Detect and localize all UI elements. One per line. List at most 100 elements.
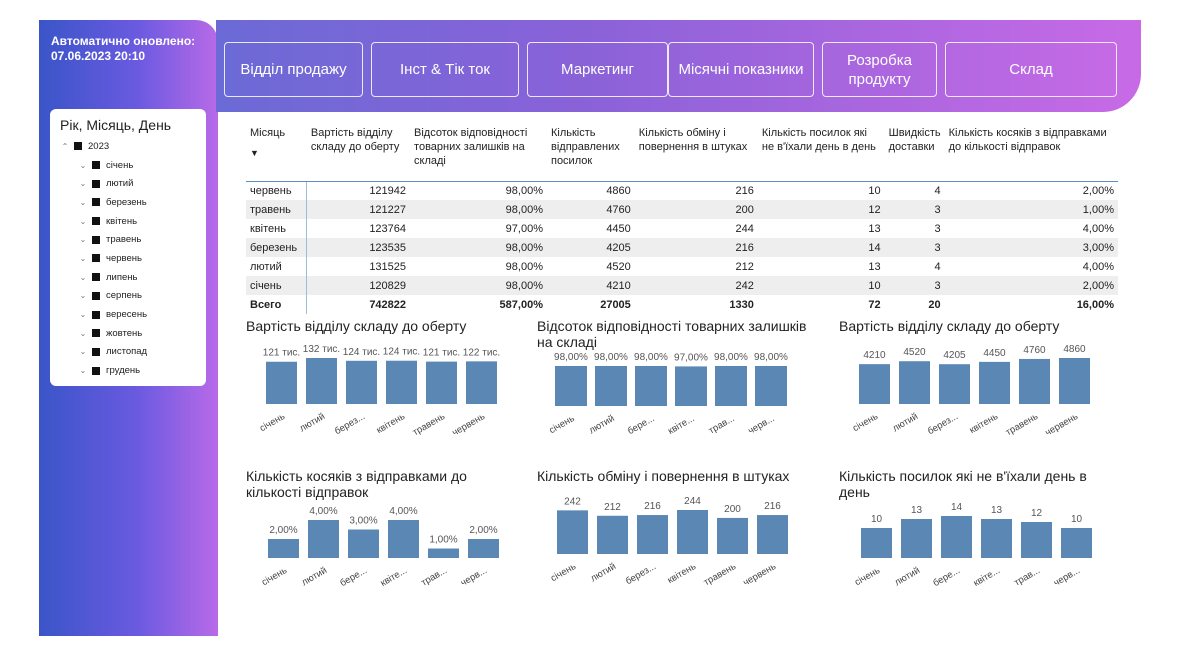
checkbox-month[interactable] [92, 366, 100, 375]
checkbox-month[interactable] [92, 329, 100, 338]
bar-1[interactable] [901, 519, 932, 558]
bar-3[interactable] [979, 361, 1010, 404]
tab-inst-tiktok[interactable]: Інст & Тік ток [371, 42, 519, 97]
bar-1[interactable] [308, 520, 339, 558]
table-row[interactable]: квітень 123764 97,00% 4450 244 13 3 4,00% [246, 219, 1118, 238]
table-row[interactable]: травень 121227 98,00% 4760 200 12 3 1,00% [246, 200, 1118, 219]
chevron-down-icon[interactable]: ⌄ [79, 235, 87, 245]
checkbox-month[interactable] [92, 310, 100, 319]
bar-2[interactable] [941, 516, 972, 558]
category-label: лютий [298, 411, 327, 434]
slicer-month-row[interactable]: ⌄ листопад [60, 343, 196, 362]
bar-5[interactable] [1061, 528, 1092, 558]
col-header-delivery-speed[interactable]: Швидкість доставки [884, 124, 945, 182]
bar-4[interactable] [1021, 522, 1052, 558]
checkbox-month[interactable] [92, 254, 100, 263]
slicer-month-row[interactable]: ⌄ квітень [60, 212, 196, 231]
bar-5[interactable] [466, 361, 497, 404]
col-header-month[interactable]: Місяць ▼ [246, 124, 307, 182]
bar-1[interactable] [899, 361, 930, 404]
bar-5[interactable] [755, 366, 787, 406]
col-header-errors-ratio[interactable]: Кількість косяків з відправками до кільк… [944, 124, 1118, 182]
bar-5[interactable] [1059, 358, 1090, 404]
slicer-month-row[interactable]: ⌄ жовтень [60, 324, 196, 343]
table-row[interactable]: лютий 131525 98,00% 4520 212 13 4 4,00% [246, 257, 1118, 276]
data-label: 4,00% [309, 506, 337, 517]
bar-1[interactable] [597, 515, 628, 554]
bar-4[interactable] [1019, 358, 1050, 404]
checkbox-month[interactable] [92, 291, 100, 300]
slicer-month-row[interactable]: ⌄ червень [60, 249, 196, 268]
bar-4[interactable] [428, 548, 459, 559]
bar-2[interactable] [346, 360, 377, 404]
sort-desc-icon[interactable]: ▼ [250, 148, 259, 158]
bar-2[interactable] [939, 364, 970, 404]
bar-2[interactable] [348, 529, 379, 559]
chevron-up-icon[interactable]: ⌃ [61, 141, 69, 151]
bar-3[interactable] [981, 519, 1012, 558]
bar-5[interactable] [757, 515, 788, 554]
slicer-month-row[interactable]: ⌄ липень [60, 268, 196, 287]
bar-3[interactable] [388, 520, 419, 558]
chevron-down-icon[interactable]: ⌄ [79, 310, 87, 320]
bar-0[interactable] [861, 528, 892, 558]
col-header-late-parcels[interactable]: Кількість посилок які не в'їхали день в … [757, 124, 885, 182]
col-header-parcels-sent[interactable]: Кількість відправлених посилок [546, 124, 635, 182]
date-slicer[interactable]: Рік, Місяць, День ⌃ 2023 ⌄ січень ⌄ лютий ⌄ б… [50, 109, 206, 386]
bar-4[interactable] [715, 366, 747, 406]
col-header-returns[interactable]: Кількість обміну і повернення в штуках [634, 124, 758, 182]
checkbox-month[interactable] [92, 198, 100, 207]
slicer-month-row[interactable]: ⌄ травень [60, 230, 196, 249]
bar-4[interactable] [717, 517, 748, 554]
chevron-down-icon[interactable]: ⌄ [79, 291, 87, 301]
slicer-year-row[interactable]: ⌃ 2023 [60, 137, 196, 156]
bar-2[interactable] [635, 366, 667, 406]
bar-0[interactable] [266, 361, 297, 404]
slicer-month-row[interactable]: ⌄ березень [60, 193, 196, 212]
table-row[interactable]: червень 121942 98,00% 4860 216 10 4 2,00% [246, 181, 1118, 200]
table-row[interactable]: березень 123535 98,00% 4205 216 14 3 3,00% [246, 238, 1118, 257]
slicer-month-row[interactable]: ⌄ січень [60, 156, 196, 175]
checkbox-month[interactable] [92, 273, 100, 282]
bar-2[interactable] [637, 515, 668, 554]
chevron-down-icon[interactable]: ⌄ [79, 197, 87, 207]
slicer-month-row[interactable]: ⌄ вересень [60, 305, 196, 324]
chevron-down-icon[interactable]: ⌄ [79, 160, 87, 170]
bar-3[interactable] [386, 360, 417, 404]
checkbox-month[interactable] [92, 161, 100, 170]
chevron-down-icon[interactable]: ⌄ [79, 216, 87, 226]
bar-0[interactable] [268, 539, 299, 558]
bar-1[interactable] [306, 358, 337, 404]
col-header-warehouse-cost[interactable]: Вартість відділу складу до оберту [306, 124, 411, 182]
tab-warehouse[interactable]: Склад [945, 42, 1117, 97]
slicer-month-row[interactable]: ⌄ серпень [60, 287, 196, 306]
chevron-down-icon[interactable]: ⌄ [79, 328, 87, 338]
tab-product-development[interactable]: Розробка продукту [822, 42, 937, 97]
slicer-month-row[interactable]: ⌄ лютий [60, 174, 196, 193]
col-header-stock-accuracy[interactable]: Відсоток відповідності товарних залишків… [410, 124, 547, 182]
bar-0[interactable] [555, 366, 587, 406]
tab-sales[interactable]: Відділ продажу [224, 42, 363, 97]
table-row[interactable]: січень 120829 98,00% 4210 242 10 3 2,00% [246, 276, 1118, 295]
chevron-down-icon[interactable]: ⌄ [79, 253, 87, 263]
bar-5[interactable] [468, 539, 499, 558]
tab-marketing[interactable]: Маркетинг [527, 42, 668, 97]
bar-1[interactable] [595, 366, 627, 406]
checkbox-month[interactable] [92, 235, 100, 244]
chevron-down-icon[interactable]: ⌄ [79, 347, 87, 357]
bar-4[interactable] [426, 361, 457, 404]
bar-0[interactable] [557, 510, 588, 554]
bar-3[interactable] [677, 510, 708, 554]
bar-3[interactable] [675, 366, 707, 406]
bar-0[interactable] [859, 364, 890, 404]
chevron-down-icon[interactable]: ⌄ [79, 272, 87, 282]
tab-monthly-indicators[interactable]: Місячні показники [668, 42, 814, 97]
checkbox-month[interactable] [92, 347, 100, 356]
checkbox-month[interactable] [92, 217, 100, 226]
checkbox-year[interactable] [74, 142, 82, 151]
checkbox-month[interactable] [92, 179, 100, 188]
slicer-month-label: вересень [106, 309, 148, 321]
chevron-down-icon[interactable]: ⌄ [79, 179, 87, 189]
chevron-down-icon[interactable]: ⌄ [79, 366, 87, 376]
slicer-month-row[interactable]: ⌄ грудень [60, 361, 196, 380]
